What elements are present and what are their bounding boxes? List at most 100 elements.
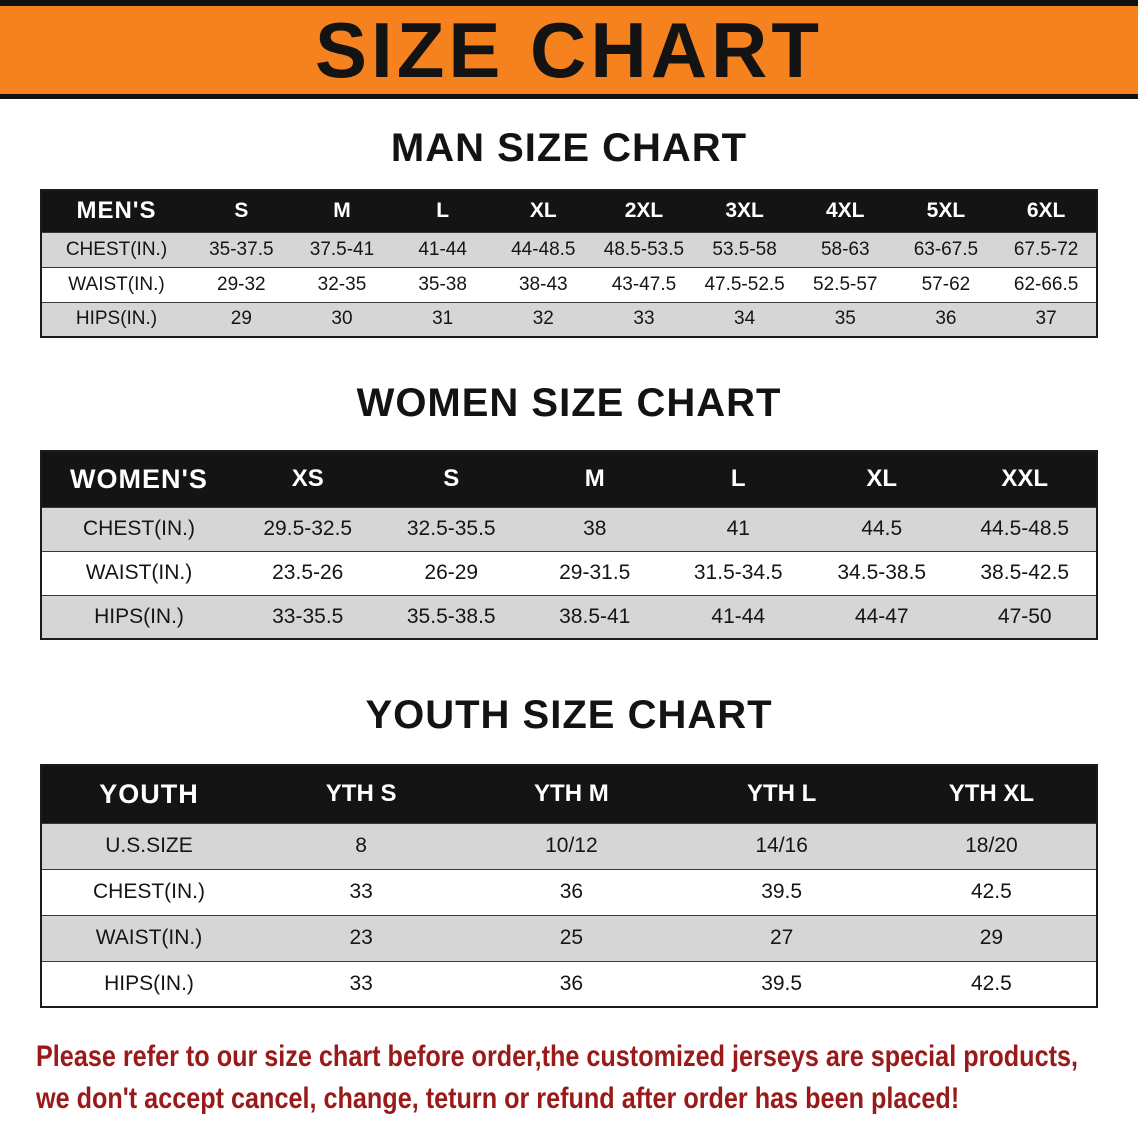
- table-title-cell: MEN'S: [41, 190, 191, 232]
- measurement-value: 32: [492, 301, 594, 337]
- measurement-label: CHEST(IN.): [41, 231, 191, 267]
- measurement-value: 44-48.5: [492, 231, 594, 267]
- measurement-label: CHEST(IN.): [41, 506, 236, 551]
- measurement-value: 38: [523, 506, 667, 551]
- measurement-value: 29-31.5: [523, 550, 667, 595]
- measurement-row: HIPS(IN.) 29 30 31 32 33 34 35 36 37: [41, 301, 1097, 337]
- measurement-label: HIPS(IN.): [41, 960, 256, 1007]
- men-size-chart-section: MAN SIZE CHART MEN'S S M L XL 2XL 3XL 4XL 5XL 6XL…: [0, 125, 1138, 338]
- men-chart-heading: MAN SIZE CHART: [390, 126, 748, 170]
- measurement-value: 48.5-53.5: [593, 231, 695, 267]
- measurement-value: 44.5: [810, 506, 954, 551]
- size-column-header: 5XL: [895, 190, 997, 232]
- measurement-label: U.S.SIZE: [41, 822, 256, 869]
- measurement-value: 63-67.5: [895, 231, 997, 267]
- size-column-header: XXL: [953, 451, 1097, 507]
- measurement-value: 39.5: [676, 868, 887, 915]
- measurement-row: HIPS(IN.) 33 36 39.5 42.5: [41, 960, 1097, 1007]
- measurement-value: 33-35.5: [236, 594, 380, 639]
- size-column-header: M: [291, 190, 393, 232]
- measurement-value: 25: [466, 914, 677, 961]
- measurement-row: U.S.SIZE 8 10/12 14/16 18/20: [41, 822, 1097, 869]
- measurement-value: 27: [676, 914, 887, 961]
- measurement-value: 47.5-52.5: [694, 266, 795, 302]
- measurement-row: WAIST(IN.) 29-32 32-35 35-38 38-43 43-47.5 47.…: [41, 266, 1097, 302]
- measurement-value: 31.5-34.5: [666, 550, 810, 595]
- measurement-value: 52.5-57: [794, 266, 896, 302]
- measurement-value: 44-47: [810, 594, 954, 639]
- measurement-value: 38.5-41: [523, 594, 667, 639]
- table-header-row: MEN'S S M L XL 2XL 3XL 4XL 5XL 6XL: [41, 190, 1097, 232]
- table-header-row: YOUTH YTH S YTH M YTH L YTH XL: [41, 765, 1097, 823]
- size-column-header: XS: [236, 451, 380, 507]
- measurement-row: CHEST(IN.) 33 36 39.5 42.5: [41, 868, 1097, 915]
- women-chart-heading: WOMEN SIZE CHART: [356, 381, 782, 425]
- size-column-header: L: [392, 190, 493, 232]
- measurement-value: 39.5: [676, 960, 887, 1007]
- disclaimer: Please refer to our size chart before or…: [36, 1036, 1078, 1120]
- measurement-label: HIPS(IN.): [41, 301, 191, 337]
- measurement-value: 67.5-72: [996, 231, 1097, 267]
- measurement-value: 35-37.5: [191, 231, 292, 267]
- measurement-row: CHEST(IN.) 29.5-32.5 32.5-35.5 38 41 44.5 44.5…: [41, 506, 1097, 551]
- measurement-row: CHEST(IN.) 35-37.5 37.5-41 41-44 44-48.5 48.5…: [41, 231, 1097, 267]
- measurement-value: 62-66.5: [996, 266, 1097, 302]
- measurement-value: 18/20: [886, 822, 1097, 869]
- measurement-value: 38-43: [492, 266, 594, 302]
- measurement-value: 37: [996, 301, 1097, 337]
- size-column-header: S: [191, 190, 292, 232]
- measurement-value: 29: [886, 914, 1097, 961]
- measurement-value: 34.5-38.5: [810, 550, 954, 595]
- measurement-value: 33: [256, 868, 467, 915]
- footer: Please refer to our size chart before or…: [36, 1036, 1138, 1120]
- measurement-value: 33: [256, 960, 467, 1007]
- measurement-value: 43-47.5: [593, 266, 695, 302]
- size-column-header: M: [523, 451, 667, 507]
- measurement-label: WAIST(IN.): [41, 914, 256, 961]
- measurement-value: 31: [392, 301, 493, 337]
- size-column-header: XL: [810, 451, 954, 507]
- measurement-value: 23: [256, 914, 467, 961]
- youth-chart-heading: YOUTH SIZE CHART: [365, 693, 773, 737]
- measurement-value: 47-50: [953, 594, 1097, 639]
- measurement-value: 29.5-32.5: [236, 506, 380, 551]
- measurement-value: 8: [256, 822, 467, 869]
- women-size-table: WOMEN'S XS S M L XL XXL CHEST(IN.) 29.5-32.5 32.5…: [40, 450, 1098, 640]
- size-column-header: 6XL: [996, 190, 1097, 232]
- table-header-row: WOMEN'S XS S M L XL XXL: [41, 451, 1097, 507]
- measurement-value: 36: [466, 960, 677, 1007]
- size-column-header: L: [666, 451, 810, 507]
- measurement-value: 44.5-48.5: [953, 506, 1097, 551]
- measurement-value: 33: [593, 301, 695, 337]
- measurement-value: 58-63: [794, 231, 896, 267]
- measurement-value: 10/12: [466, 822, 677, 869]
- measurement-value: 42.5: [886, 868, 1097, 915]
- measurement-value: 53.5-58: [694, 231, 795, 267]
- size-column-header: XL: [492, 190, 594, 232]
- youth-size-chart-section: YOUTH SIZE CHART YOUTH YTH S YTH M YTH L YTH…: [0, 692, 1138, 1008]
- banner: SIZE CHART: [0, 0, 1138, 99]
- measurement-value: 34: [694, 301, 795, 337]
- measurement-value: 29: [191, 301, 292, 337]
- measurement-value: 30: [291, 301, 393, 337]
- measurement-value: 41-44: [392, 231, 493, 267]
- measurement-value: 14/16: [676, 822, 887, 869]
- measurement-value: 37.5-41: [291, 231, 393, 267]
- measurement-value: 32.5-35.5: [379, 506, 523, 551]
- size-column-header: 4XL: [794, 190, 896, 232]
- disclaimer-line-1: Please refer to our size chart before or…: [36, 1040, 1079, 1073]
- size-column-header: YTH S: [256, 765, 467, 823]
- measurement-row: WAIST(IN.) 23.5-26 26-29 29-31.5 31.5-34.5 34…: [41, 550, 1097, 595]
- measurement-label: WAIST(IN.): [41, 266, 191, 302]
- disclaimer-line-2: we don't accept cancel, change, teturn o…: [36, 1082, 960, 1115]
- men-size-table: MEN'S S M L XL 2XL 3XL 4XL 5XL 6XL CHEST(IN.) 35-37…: [40, 189, 1098, 338]
- measurement-value: 36: [895, 301, 997, 337]
- measurement-label: CHEST(IN.): [41, 868, 256, 915]
- table-title-cell: WOMEN'S: [41, 451, 236, 507]
- women-size-chart-section: WOMEN SIZE CHART WOMEN'S XS S M L XL XXL CHEST(…: [0, 380, 1138, 640]
- measurement-value: 41: [666, 506, 810, 551]
- measurement-value: 35.5-38.5: [379, 594, 523, 639]
- size-column-header: YTH M: [466, 765, 677, 823]
- measurement-value: 32-35: [291, 266, 393, 302]
